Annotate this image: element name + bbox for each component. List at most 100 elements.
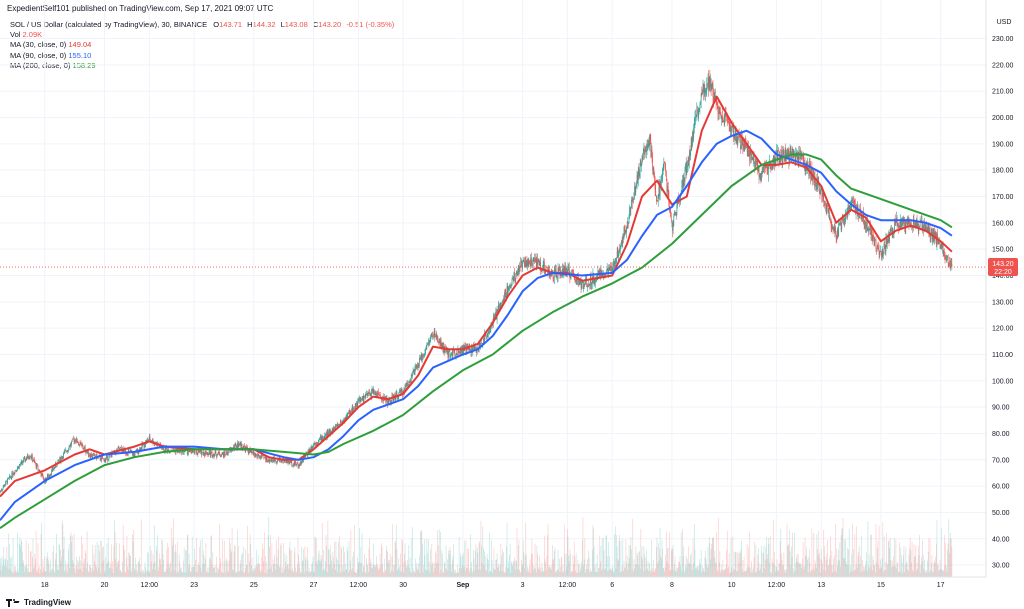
volume-bar — [78, 561, 79, 577]
candle-body — [685, 163, 687, 173]
volume-bar — [71, 535, 73, 577]
candle-body — [861, 216, 863, 220]
volume-bar — [18, 572, 20, 577]
candle-body — [433, 330, 435, 337]
volume-bar — [188, 566, 189, 577]
volume-bar — [125, 557, 127, 577]
legend-ma90-row[interactable]: MA (90, close, 0) 155.10 — [10, 51, 394, 61]
volume-bar — [188, 553, 190, 577]
volume-bar — [494, 569, 495, 577]
volume-bar — [282, 572, 284, 577]
volume-bar — [927, 551, 929, 577]
volume-bar — [120, 571, 122, 577]
volume-bar — [666, 561, 668, 577]
volume-bar — [700, 549, 702, 577]
candle-body — [403, 390, 405, 392]
candle-body — [886, 238, 887, 248]
volume-bar — [745, 571, 747, 577]
volume-bar — [476, 547, 478, 577]
volume-bar — [347, 551, 349, 577]
volume-bar — [778, 563, 780, 577]
candle-body — [40, 473, 42, 477]
ohlc-h-label: H — [247, 20, 253, 29]
volume-bar — [213, 568, 214, 577]
price-axis-ticks[interactable]: 30.0040.0050.0060.0070.0080.0090.00100.0… — [992, 36, 1014, 570]
candle-body — [773, 155, 775, 163]
candle-body — [191, 452, 192, 454]
candle-body — [935, 232, 937, 237]
candle-body — [828, 211, 830, 219]
volume-bar — [593, 528, 594, 577]
time-axis-ticks[interactable]: 18 20 12:00 23 25 27 12:00 30 Sep 3 12:00 6 8 10 12:00… — [41, 582, 945, 589]
candle-body — [638, 167, 640, 177]
volume-bar — [382, 571, 384, 577]
volume-bar — [673, 569, 675, 577]
volume-bar — [479, 541, 481, 577]
candle-body — [883, 253, 884, 256]
volume-bar — [160, 564, 162, 577]
volume-bar — [175, 544, 176, 577]
volume-bar — [99, 551, 100, 577]
currency-label[interactable]: USD — [997, 19, 1012, 26]
candle-body — [12, 472, 13, 476]
candle-body — [851, 198, 853, 202]
volume-bar — [27, 572, 29, 577]
volume-bar — [354, 572, 356, 577]
volume-bar — [372, 568, 374, 577]
volume-bar — [833, 555, 835, 577]
legend-volume-row[interactable]: Vol 2.09K — [10, 30, 394, 40]
candle-body — [778, 150, 780, 164]
volume-bar — [372, 543, 374, 577]
candle-body — [494, 315, 496, 316]
volume-bar — [80, 568, 82, 577]
volume-bar — [339, 536, 341, 577]
candle-body — [606, 270, 607, 274]
candle-body — [200, 450, 202, 451]
symbol-title[interactable]: SOL / US Dollar (calculated by TradingVi… — [10, 20, 208, 29]
candle-body — [927, 227, 928, 232]
volume-bar — [582, 517, 584, 577]
volume-bar — [433, 572, 434, 577]
ohlc-c-label: C — [312, 20, 319, 29]
candle-body — [116, 449, 118, 451]
volume-bar — [564, 553, 566, 577]
candle-body — [809, 163, 811, 167]
volume-bar — [269, 546, 270, 577]
volume-bar — [871, 570, 873, 577]
volume-bar — [203, 555, 205, 577]
volume-bar — [682, 528, 683, 577]
candle-body — [502, 301, 504, 303]
volume-bar — [197, 565, 199, 577]
candle-body — [128, 450, 130, 452]
volume-bar — [659, 548, 660, 577]
volume-bar — [768, 544, 770, 577]
volume-bar — [437, 562, 439, 577]
volume-bar — [856, 526, 858, 577]
volume-bar — [132, 541, 134, 577]
volume-bar — [91, 567, 93, 577]
volume-bar — [743, 572, 744, 577]
candle-body — [417, 364, 419, 368]
volume-bar — [823, 529, 825, 577]
volume-bar — [675, 567, 677, 577]
candle-body — [500, 303, 502, 305]
footer-brand[interactable]: TradingView — [6, 598, 71, 607]
candle-body — [742, 139, 744, 150]
volume-bar — [271, 543, 273, 577]
volume-bar — [896, 562, 898, 577]
candle-body — [776, 151, 777, 155]
candle-body — [530, 257, 532, 266]
volume-bar — [356, 569, 358, 577]
candle-body — [512, 279, 513, 280]
legend-ma30-row[interactable]: MA (30, close, 0) 149.04 — [10, 40, 394, 50]
candle-body — [41, 473, 43, 477]
volume-bar — [769, 562, 770, 577]
volume-bar — [426, 538, 428, 577]
volume-bar — [102, 546, 104, 577]
candle-body — [374, 394, 376, 395]
volume-bar — [588, 550, 589, 577]
x-tick-label: 12:00 — [559, 582, 577, 589]
candle-body — [25, 459, 27, 460]
volume-bar — [416, 562, 418, 577]
